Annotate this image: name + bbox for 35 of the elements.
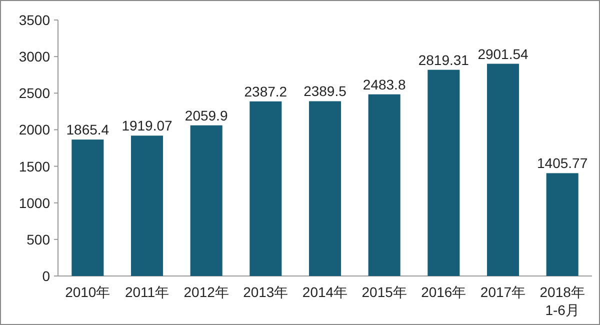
x-tick-label: 2012年 <box>184 284 229 300</box>
data-label: 2483.8 <box>362 76 406 92</box>
bar <box>250 101 282 276</box>
data-label: 1919.07 <box>122 118 173 134</box>
data-label: 2901.54 <box>478 46 529 62</box>
x-tick-label: 2015年 <box>362 284 407 300</box>
y-tick-label: 2000 <box>18 122 50 138</box>
bar <box>308 101 342 276</box>
y-tick-label: 0 <box>42 268 50 284</box>
bar <box>72 140 104 276</box>
bar <box>130 136 164 276</box>
data-label: 2059.9 <box>184 107 228 124</box>
x-tick-label: 2013年 <box>243 284 288 300</box>
data-label: 1865.4 <box>66 122 110 138</box>
bar <box>428 70 460 276</box>
y-tick-label: 2500 <box>18 85 50 102</box>
x-tick-label: 2016年 <box>421 284 466 300</box>
x-tick-label: 2017年 <box>480 284 526 300</box>
x-tick-label: 2018年 1-6月 <box>540 284 585 318</box>
y-tick-label: 1500 <box>18 158 50 174</box>
x-tick-label: 2011年 <box>124 284 170 300</box>
bar <box>190 125 222 276</box>
y-tick-label: 3000 <box>18 48 50 65</box>
data-label: 2389.5 <box>304 83 347 100</box>
bar <box>368 94 400 276</box>
y-tick-label: 1000 <box>18 194 50 211</box>
data-label: 2819.31 <box>418 52 470 68</box>
bar <box>486 64 520 276</box>
bar <box>546 173 578 276</box>
x-tick-label: 2014年 <box>302 284 348 300</box>
data-label: 1405.77 <box>537 155 588 172</box>
y-tick-label: 500 <box>26 231 50 248</box>
x-tick-label: 2010年 <box>65 284 110 300</box>
data-label: 2387.2 <box>244 83 288 100</box>
y-tick-label: 3500 <box>18 12 50 28</box>
